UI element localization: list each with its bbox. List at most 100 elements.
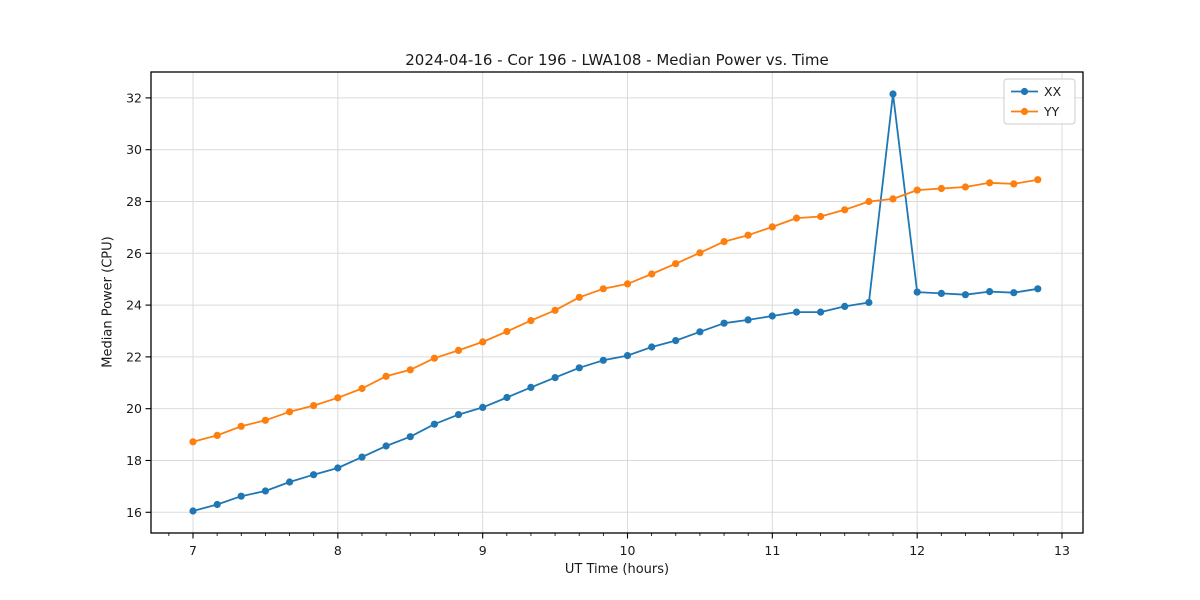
data-point-xx xyxy=(479,403,487,411)
x-tick-label: 8 xyxy=(334,543,342,558)
data-point-xx xyxy=(334,464,342,472)
data-point-xx xyxy=(768,312,776,320)
x-tick-label: 10 xyxy=(620,543,636,558)
data-point-yy xyxy=(527,317,535,325)
data-point-yy xyxy=(913,186,921,194)
data-point-xx xyxy=(527,383,535,391)
data-point-yy xyxy=(382,372,390,380)
data-point-yy xyxy=(189,438,197,446)
data-point-yy xyxy=(479,338,487,346)
data-point-xx xyxy=(575,364,583,372)
data-point-xx xyxy=(551,374,559,382)
x-axis-label: UT Time (hours) xyxy=(564,562,670,577)
series-xx xyxy=(189,90,1042,515)
data-point-xx xyxy=(503,393,511,402)
legend-label: XX xyxy=(1044,84,1062,99)
data-point-yy xyxy=(672,260,680,268)
data-point-yy xyxy=(430,354,438,362)
data-point-xx xyxy=(237,492,245,500)
data-point-xx xyxy=(648,343,656,351)
data-point-xx xyxy=(841,302,849,310)
data-point-yy xyxy=(744,231,752,239)
y-tick-label: 30 xyxy=(126,142,142,157)
data-point-yy xyxy=(817,212,825,221)
data-point-yy xyxy=(623,280,632,288)
y-tick-label: 28 xyxy=(126,194,142,209)
y-tick-label: 22 xyxy=(126,349,142,364)
data-point-xx xyxy=(213,500,221,509)
data-point-yy xyxy=(1010,180,1018,188)
data-point-yy xyxy=(648,270,656,278)
data-point-yy xyxy=(841,206,849,214)
data-point-yy xyxy=(551,306,559,314)
data-point-yy xyxy=(406,366,414,374)
data-point-xx xyxy=(599,356,607,364)
plot-frame xyxy=(150,71,1084,534)
y-axis: 16 18 20 22 24 26 28 30 32 xyxy=(126,90,151,520)
data-point-yy xyxy=(334,394,342,402)
data-point-yy xyxy=(865,197,873,206)
data-point-yy xyxy=(768,223,776,231)
data-point-xx xyxy=(696,328,704,336)
data-point-xx xyxy=(744,316,752,324)
data-point-xx xyxy=(261,487,269,495)
data-point-yy xyxy=(986,179,994,187)
data-point-xx xyxy=(189,507,197,515)
data-point-xx xyxy=(720,319,728,327)
data-point-yy xyxy=(454,346,463,354)
data-point-yy xyxy=(889,195,897,203)
y-tick-label: 16 xyxy=(126,505,142,520)
x-axis: 7 8 9 10 11 12 13 xyxy=(168,533,1070,558)
data-point-xx xyxy=(454,411,463,419)
data-point-xx xyxy=(406,433,414,441)
data-point-yy xyxy=(503,327,511,336)
data-point-xx xyxy=(937,289,946,297)
data-point-yy xyxy=(237,422,245,430)
x-tick-label: 7 xyxy=(189,543,197,558)
data-point-xx xyxy=(986,288,994,296)
data-point-xx xyxy=(286,478,294,486)
series-line-yy xyxy=(192,178,1039,443)
data-point-xx xyxy=(430,420,438,428)
legend-label: YY xyxy=(1043,104,1060,119)
data-point-xx xyxy=(792,308,801,316)
legend-sample-marker xyxy=(1020,87,1029,96)
data-point-yy xyxy=(575,293,583,301)
data-point-yy xyxy=(1034,176,1042,184)
x-tick-label: 9 xyxy=(479,543,487,558)
data-point-xx xyxy=(310,471,318,479)
data-point-xx xyxy=(961,291,970,299)
x-tick-label: 12 xyxy=(909,543,925,558)
data-point-xx xyxy=(817,308,825,316)
data-point-yy xyxy=(599,285,607,293)
series-line-xx xyxy=(192,93,1039,512)
legend-box xyxy=(1003,78,1076,125)
data-point-yy xyxy=(696,249,704,257)
x-tick-label: 11 xyxy=(764,543,780,558)
data-point-yy xyxy=(961,183,970,191)
data-point-xx xyxy=(358,453,366,461)
legend: XX YY xyxy=(1003,78,1076,125)
data-point-yy xyxy=(286,408,294,416)
y-axis-label-text: Median Power (CPU) xyxy=(100,236,116,368)
data-point-xx xyxy=(672,337,680,345)
y-tick-label: 20 xyxy=(126,401,142,416)
data-point-xx xyxy=(382,442,390,450)
data-point-yy xyxy=(937,184,946,193)
data-point-xx xyxy=(1034,285,1042,293)
data-point-yy xyxy=(792,214,801,222)
y-tick-label: 26 xyxy=(126,246,142,261)
data-point-xx xyxy=(889,90,897,98)
data-point-xx xyxy=(623,352,632,360)
y-tick-label: 18 xyxy=(126,453,142,468)
y-tick-label: 24 xyxy=(126,298,142,313)
chart-title: 2024-04-16 - Cor 196 - LWA108 - Median P… xyxy=(405,51,829,69)
legend-sample-marker xyxy=(1020,107,1029,116)
data-point-yy xyxy=(310,402,318,410)
data-point-xx xyxy=(913,288,921,296)
x-tick-label: 13 xyxy=(1054,543,1070,558)
data-point-xx xyxy=(865,298,873,307)
data-point-xx xyxy=(1010,289,1018,297)
